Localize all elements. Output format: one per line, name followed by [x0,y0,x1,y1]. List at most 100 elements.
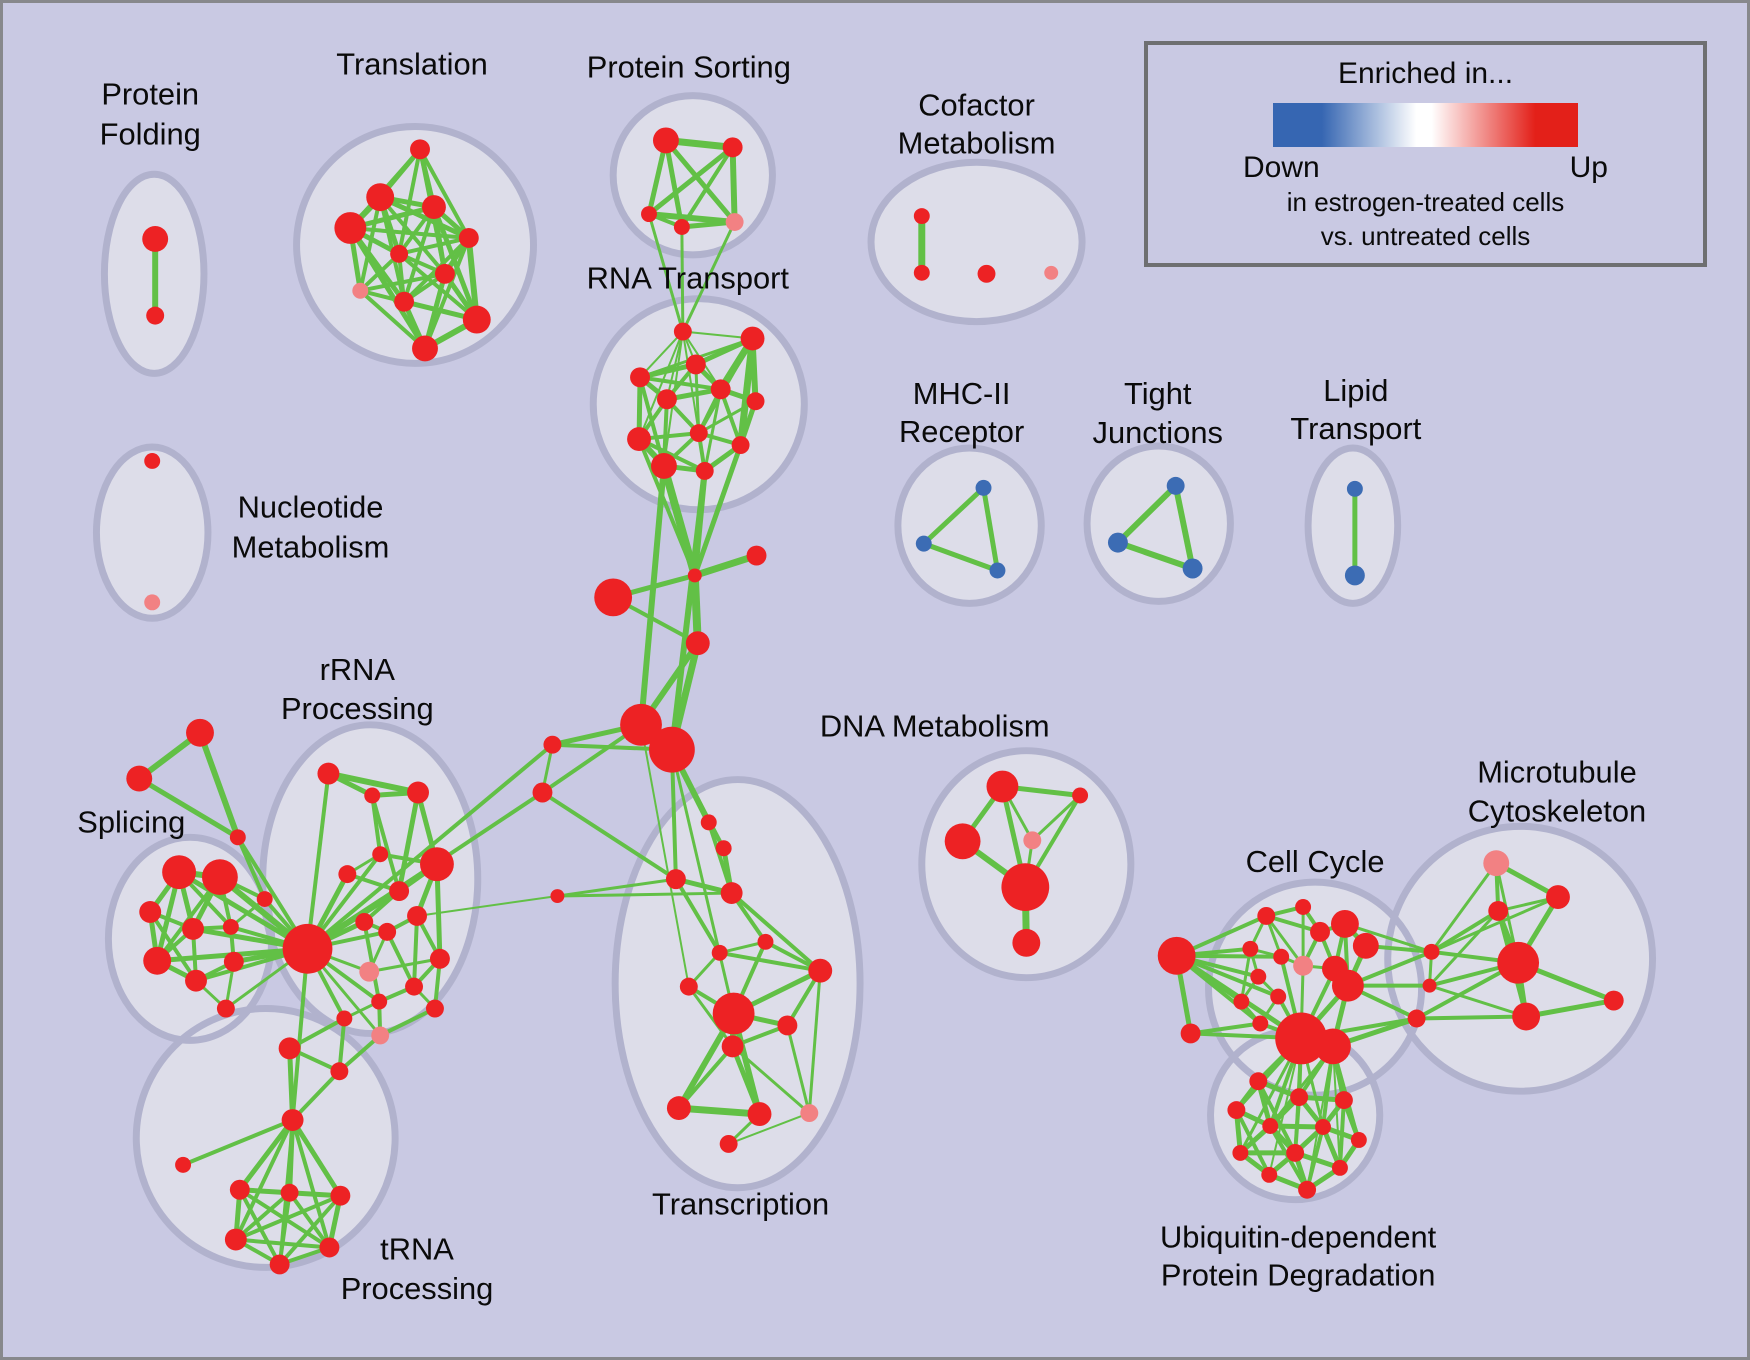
legend-title: Enriched in... [1337,57,1514,90]
cluster-ellipse-border-nucleotide-metabolism [92,443,212,622]
graph-node [1330,909,1359,938]
graph-node [1072,787,1089,804]
graph-node [462,305,491,334]
graph-node [256,891,273,907]
graph-edge [238,1188,282,1266]
cluster-label-protein-folding: Folding [100,116,201,151]
graph-edge [398,236,470,256]
graph-edge [1429,984,1527,1018]
cluster-label-mhc-ii-receptor: MHC-II [913,376,1011,411]
graph-edge [234,1119,295,1241]
graph-node [330,1062,349,1081]
graph-edge [681,221,736,333]
cluster-ellipse-border-cofactor-metabolism [867,158,1086,326]
graph-edge [681,331,700,434]
graph-node [1182,558,1203,579]
graph-node [1315,1028,1351,1065]
graph-edge [327,770,419,796]
graph-node [186,718,214,747]
graph-node [407,905,427,926]
graph-edge [638,437,706,473]
graph-node [1346,480,1363,497]
graph-edge [1430,909,1500,954]
graph-edge [137,776,240,840]
graph-node [422,195,446,220]
graph-node [366,183,395,212]
graph-edge [680,226,685,332]
graph-edge [981,487,1000,571]
graph-node [777,1015,798,1036]
graph-edge [348,226,428,350]
graph-node [710,379,731,400]
cluster-label-trna-processing: tRNA [380,1231,454,1266]
graph-node [1290,1088,1309,1107]
graph-edge [237,1118,295,1192]
graph-node [1180,1023,1201,1044]
graph-node [216,999,235,1018]
graph-node [656,389,677,410]
graph-edge [1116,539,1194,572]
graph-edge [359,271,446,293]
graph-edge [397,252,479,322]
cluster-label-microtubule-cytoskeleton: Microtubule [1477,755,1637,790]
graph-node [721,1035,744,1058]
graph-edge [197,731,241,839]
cluster-ellipse-border-dna-metabolism [918,747,1135,982]
graph-node [915,535,932,552]
graph-node [720,882,743,905]
cluster-label-splicing: Splicing [77,804,185,839]
graph-edge [719,950,821,973]
graph-edge [277,1192,292,1265]
graph-node [1334,1091,1353,1110]
graph-edge [785,1025,811,1114]
graph-node [412,335,438,362]
cluster-ellipse-border-protein-sorting [609,92,776,259]
graph-edge [680,146,735,229]
graph-node [371,1026,390,1045]
graph-edge [291,1069,341,1122]
graph-edge [418,148,471,239]
graph-edge [385,931,416,988]
graph-node [731,436,750,455]
graph-edge [693,552,758,579]
graph-node [1233,993,1250,1010]
cluster-label-ubiquitin-dependent-protein-degradation: Protein Degradation [1161,1257,1435,1292]
graph-edge [703,389,723,472]
graph-edge [379,1006,436,1038]
graph-node [913,208,930,225]
cluster-ellipse-border-protein-folding [100,170,208,377]
cluster-label-trna-processing: Processing [341,1271,494,1306]
cluster-label-nucleotide-metabolism: Nucleotide [238,490,384,525]
graph-node [746,392,765,411]
graph-edge [235,836,267,900]
graph-node [757,933,774,950]
graph-node [1512,1002,1541,1031]
graph-edge [368,957,441,974]
graph-edge [1031,794,1082,842]
graph-edge [290,1118,343,1198]
graph-edge [541,790,677,881]
graph-node [673,219,690,235]
graph-node [1407,1009,1426,1028]
graph-node [1331,1159,1348,1176]
graph-node [1273,948,1290,965]
graph-edge [668,470,708,751]
graph-node [1352,932,1379,959]
cluster-label-protein-sorting: Protein Sorting [587,50,791,85]
graph-edge [1344,922,1432,954]
graph-node [175,1156,192,1173]
graph-node [1315,1119,1331,1135]
graph-node [1252,1015,1269,1032]
graph-node [1310,921,1330,942]
graph-node [725,213,744,231]
graph-node [1227,1101,1246,1120]
cluster-ellipse-border-translation [293,122,537,367]
cluster-ellipse-nucleotide-metabolism [96,447,208,619]
graph-node [975,479,992,496]
graph-node [1331,969,1364,1002]
graph-node [182,917,204,940]
graph-node [913,264,930,281]
cluster-label-rna-transport: RNA Transport [587,261,790,296]
graph-edge [677,1045,735,1110]
